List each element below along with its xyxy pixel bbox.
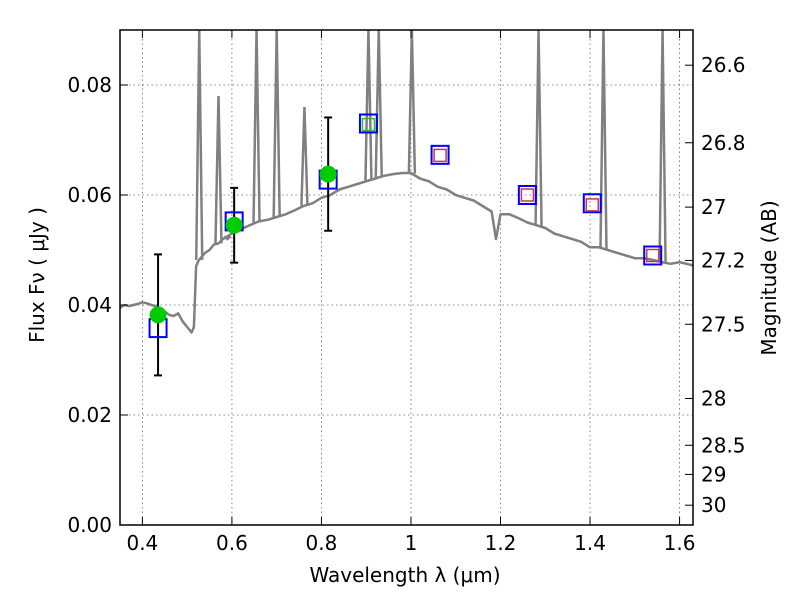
x-tick-label: 1: [405, 531, 418, 555]
x-tick-label: 1.2: [485, 531, 517, 555]
mag-tick-label: 27.2: [701, 248, 746, 272]
observed-point: [319, 165, 337, 183]
model-photometry-square: [643, 245, 663, 266]
model-spectrum-line: [120, 171, 693, 334]
model-photometry-inner-square: [433, 148, 447, 163]
emission-line: [223, 235, 232, 241]
plot-frame: [119, 29, 694, 526]
y-tick-label: 0.00: [67, 513, 112, 537]
y2-axis-label: Magnitude (AB): [757, 200, 781, 355]
y-tick-label: 0.08: [67, 73, 112, 97]
grid-layer: [120, 30, 693, 526]
y-axis-label: Flux Fν ( μJy ): [25, 207, 49, 343]
model-photometry-square: [430, 144, 450, 165]
mag-tick-label: 27.5: [701, 312, 746, 336]
emission-line: [252, 30, 261, 223]
x-tick-label: 1.6: [664, 531, 696, 555]
y-tick-label: 0.04: [67, 293, 112, 317]
mag-tick-label: 29: [701, 462, 726, 486]
x-tick-label: 0.8: [306, 531, 338, 555]
emission-line: [364, 30, 373, 181]
emission-line: [214, 95, 223, 244]
emission-line: [407, 30, 417, 174]
emission-line: [599, 30, 608, 249]
mag-tick-label: 30: [701, 493, 726, 517]
observed-point: [149, 306, 167, 324]
x-tick-label: 1.4: [574, 531, 606, 555]
mag-tick-label: 26.6: [701, 53, 746, 77]
x-tick-label: 0.6: [216, 531, 248, 555]
mag-tick-label: 27: [701, 195, 726, 219]
model-photometry-square: [358, 113, 378, 134]
y-tick-label: 0.02: [67, 403, 112, 427]
emission-line: [194, 30, 204, 260]
observed-point: [225, 216, 243, 234]
model-photometry-square: [582, 193, 602, 214]
model-photometry-inner-square: [520, 188, 535, 202]
emission-line: [272, 30, 281, 218]
emission-line: [374, 30, 383, 178]
x-axis-label: Wavelength λ (μm): [309, 563, 500, 587]
points-layer: [148, 113, 663, 377]
emission-line: [658, 30, 667, 263]
model-photometry-inner-square: [361, 117, 376, 132]
x-tick-label: 0.4: [126, 531, 158, 555]
model-photometry-inner-square: [585, 198, 600, 212]
emission-line: [534, 30, 543, 226]
mag-tick-label: 26.8: [701, 131, 746, 155]
labels-layer: Wavelength λ (μm) Flux Fν ( μJy ) Magnit…: [25, 200, 781, 587]
model-photometry-inner-square: [645, 248, 660, 263]
mag-tick-label: 28: [701, 387, 726, 411]
mag-tick-label: 28.5: [701, 433, 746, 457]
y-tick-label: 0.06: [67, 183, 112, 207]
emission-line: [300, 106, 309, 206]
model-photometry-square: [517, 185, 537, 205]
axes-layer: 0.4 0.6 0.8 1 1.2 1.4 1.6 0.00 0.02 0.04 0.06 0.08 2…: [67, 29, 746, 555]
spectrum-layer: [120, 30, 693, 334]
